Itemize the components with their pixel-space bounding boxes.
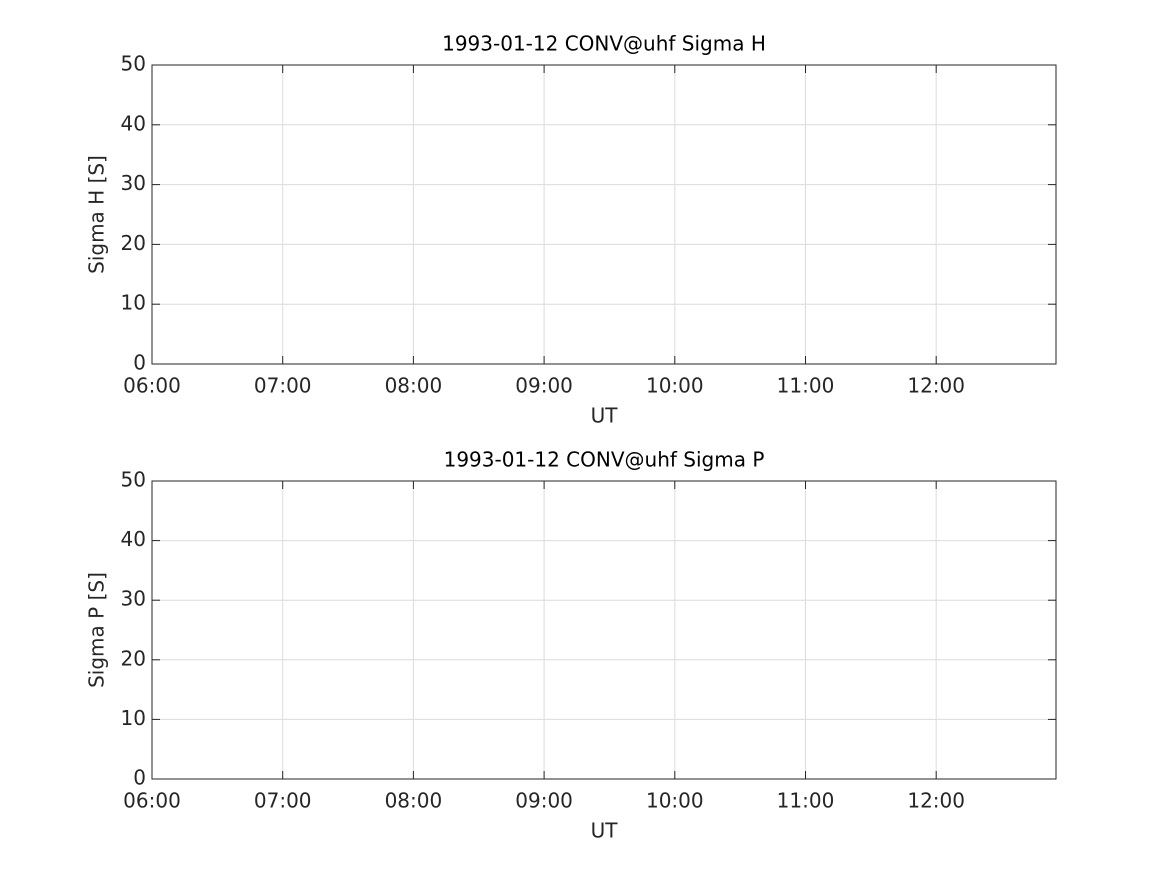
x-tick-label: 08:00	[385, 789, 443, 813]
x-tick-label: 09:00	[515, 789, 573, 813]
y-tick-label: 0	[133, 766, 146, 790]
x-tick-label: 07:00	[254, 374, 312, 398]
chart-title: 1993-01-12 CONV@uhf Sigma P	[444, 448, 765, 472]
y-tick-label: 20	[121, 646, 146, 670]
y-tick-label: 10	[121, 706, 146, 730]
chart-title: 1993-01-12 CONV@uhf Sigma H	[442, 32, 766, 56]
plot-area	[152, 481, 1056, 779]
axes-frame	[151, 64, 1057, 365]
y-tick-label: 40	[121, 527, 146, 551]
y-tick-label: 40	[121, 111, 146, 135]
y-tick-label: 0	[133, 351, 146, 375]
plot-area	[152, 65, 1056, 364]
y-tick-label: 10	[121, 291, 146, 315]
axes-frame	[151, 480, 1057, 780]
x-tick-label: 07:00	[254, 789, 312, 813]
y-axis-label: Sigma H [S]	[85, 155, 109, 274]
x-axis-label: UT	[591, 819, 619, 843]
y-tick-label: 50	[121, 468, 146, 492]
y-tick-label: 30	[121, 171, 146, 195]
x-tick-label: 12:00	[907, 374, 965, 398]
x-tick-label: 08:00	[385, 374, 443, 398]
y-tick-label: 50	[121, 52, 146, 76]
x-tick-label: 06:00	[123, 789, 181, 813]
y-tick-label: 20	[121, 231, 146, 255]
x-tick-label: 09:00	[515, 374, 573, 398]
y-axis-label: Sigma P [S]	[85, 572, 109, 688]
x-tick-label: 10:00	[646, 374, 704, 398]
y-tick-label: 30	[121, 587, 146, 611]
x-tick-label: 10:00	[646, 789, 704, 813]
x-tick-label: 11:00	[777, 374, 835, 398]
x-axis-label: UT	[591, 404, 619, 428]
axes: 0 10 20 30 40 50 06:00 07:00 08:00 09:00 10:00 11:0…	[85, 448, 1057, 843]
x-tick-label: 11:00	[777, 789, 835, 813]
x-tick-label: 06:00	[123, 374, 181, 398]
x-tick-label: 12:00	[907, 789, 965, 813]
axes: 0 10 20 30 40 50 06:00 07:00 08:00 09:00 10:00 11:0…	[85, 32, 1057, 428]
